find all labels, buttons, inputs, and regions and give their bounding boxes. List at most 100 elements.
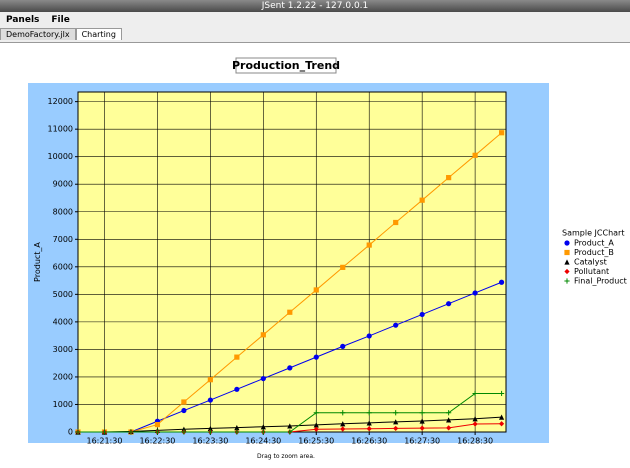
marker (260, 424, 266, 430)
plot-area (77, 91, 507, 433)
marker (472, 390, 478, 397)
marker (564, 240, 570, 246)
chart: Production_Trend Drag to zoom area. 0 100… (28, 57, 627, 460)
marker (393, 219, 399, 226)
tab-bar: DemoFactory.jlx Charting (0, 28, 630, 43)
y-tick-label: 6000 (53, 262, 73, 271)
marker (393, 425, 399, 432)
tab[interactable]: DemoFactory.jlx (0, 28, 76, 40)
window-title: JSent 1.2.22 - 127.0.0.1 (0, 0, 630, 12)
marker (393, 419, 399, 425)
marker (472, 290, 478, 296)
marker (498, 414, 505, 420)
title-box (235, 57, 337, 74)
chart-title: Production_Trend (232, 59, 340, 72)
marker (564, 249, 570, 256)
marker (393, 410, 399, 416)
menu-item[interactable]: File (51, 15, 70, 25)
marker (234, 386, 240, 392)
y-tick-label: 1000 (53, 400, 73, 409)
tab[interactable]: Charting (75, 28, 122, 40)
marker (207, 397, 213, 403)
marker (446, 425, 452, 431)
marker (181, 426, 187, 432)
marker (498, 421, 505, 427)
marker (101, 429, 108, 435)
legend-label: Product_B (574, 248, 614, 257)
marker (154, 429, 161, 435)
marker (393, 322, 399, 328)
marker (419, 197, 425, 203)
menu-bar: Panels File (0, 12, 630, 28)
marker (472, 421, 478, 427)
x-tick-label: 16:22:30 (139, 437, 175, 446)
x-tick-label: 16:25:30 (298, 437, 334, 446)
x-tick-label: 16:28:30 (457, 437, 493, 446)
marker (366, 410, 372, 416)
marker (234, 424, 240, 431)
marker (313, 287, 319, 293)
marker (154, 421, 161, 428)
marker (564, 259, 570, 265)
marker (260, 429, 266, 435)
marker (472, 416, 478, 422)
marker (234, 354, 240, 360)
footer-hint: Drag to zoom area. (257, 453, 315, 460)
x-tick-label: 16:27:30 (404, 437, 440, 446)
marker (287, 365, 293, 371)
marker (419, 425, 425, 431)
marker (564, 268, 570, 275)
marker (419, 410, 425, 416)
y-tick-label: 9000 (53, 180, 73, 189)
marker (340, 410, 346, 416)
marker (366, 420, 372, 426)
marker (181, 407, 187, 414)
x-tick-label: 16:24:30 (245, 437, 281, 446)
marker (313, 422, 319, 428)
legend-label: Final_Product (574, 277, 627, 286)
legend-label: Product_A (574, 239, 614, 248)
marker (287, 423, 293, 429)
marker (366, 333, 372, 339)
marker (313, 410, 319, 416)
y-tick-label: 7000 (53, 235, 73, 244)
marker (128, 429, 134, 435)
marker (313, 354, 319, 360)
marker (260, 375, 266, 382)
marker (340, 343, 346, 349)
legend-label: Pollutant (574, 267, 609, 276)
marker (207, 429, 213, 435)
legend-label: Catalyst (574, 258, 607, 267)
y-tick-label: 5000 (53, 290, 73, 299)
marker (419, 311, 425, 318)
x-tick-label: 16:26:30 (351, 437, 387, 446)
marker (260, 332, 266, 338)
legend-title: Sample JCChart (562, 229, 624, 238)
marker (498, 130, 505, 136)
marker (181, 429, 187, 435)
menu-item[interactable]: Panels (6, 15, 40, 25)
marker (207, 425, 213, 432)
marker (340, 421, 346, 427)
marker (234, 429, 240, 435)
marker (564, 278, 570, 284)
marker (446, 301, 452, 307)
y-tick-label: 0 (68, 428, 73, 437)
marker (366, 242, 372, 248)
marker (498, 390, 505, 397)
marker (498, 279, 505, 285)
y-tick-label: 12000 (48, 97, 73, 106)
y-axis-label: Product_A (33, 242, 42, 282)
x-tick-label: 16:21:30 (87, 437, 123, 446)
marker (287, 429, 293, 435)
marker (287, 309, 293, 315)
marker (419, 418, 425, 424)
marker (207, 377, 213, 383)
marker (340, 264, 346, 270)
y-tick-label: 2000 (53, 372, 73, 381)
marker (446, 175, 452, 181)
y-tick-label: 11000 (48, 125, 73, 134)
y-tick-label: 10000 (48, 152, 73, 161)
marker (472, 152, 478, 158)
